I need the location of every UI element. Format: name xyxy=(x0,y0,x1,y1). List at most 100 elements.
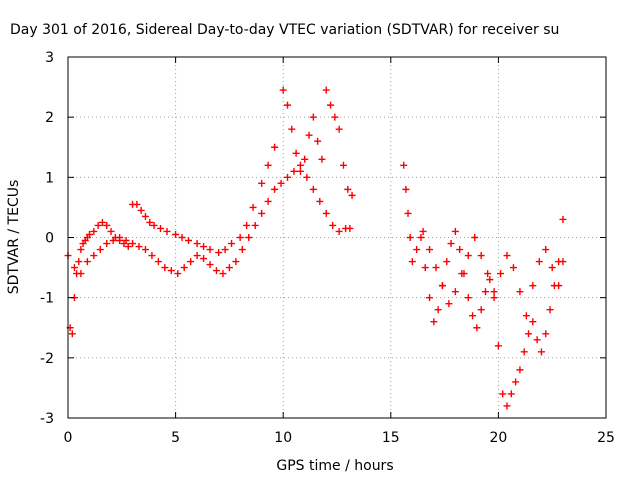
data-point xyxy=(161,264,169,272)
series-2 xyxy=(400,161,567,410)
y-tick-label: -1 xyxy=(40,291,54,307)
y-axis-label: SDTVAR / TECUs xyxy=(6,180,22,295)
data-point xyxy=(348,191,356,199)
data-point xyxy=(443,258,451,266)
data-point xyxy=(124,243,132,251)
data-point xyxy=(494,342,502,350)
data-point xyxy=(426,246,434,254)
data-point xyxy=(316,197,324,205)
data-point xyxy=(146,218,154,226)
data-point xyxy=(447,240,455,248)
data-point xyxy=(174,270,182,278)
data-point xyxy=(96,246,104,254)
data-point xyxy=(303,173,311,181)
x-tick-label: 15 xyxy=(382,430,400,446)
chart-title: Day 301 of 2016, Sidereal Day-to-day VTE… xyxy=(10,22,559,38)
x-tick-label: 5 xyxy=(171,430,180,446)
y-tick-label: 2 xyxy=(45,110,54,126)
data-point xyxy=(284,173,292,181)
data-point xyxy=(426,294,434,302)
data-point xyxy=(290,167,298,175)
data-point xyxy=(251,221,259,229)
data-point xyxy=(75,258,83,266)
data-point xyxy=(456,246,464,254)
data-point xyxy=(225,264,233,272)
data-point xyxy=(346,224,354,232)
y-tick-label: -2 xyxy=(40,351,54,367)
data-point xyxy=(133,200,141,208)
data-point xyxy=(157,224,165,232)
data-point xyxy=(232,258,240,266)
series-3 xyxy=(419,227,567,320)
data-point xyxy=(481,288,489,296)
data-point xyxy=(430,318,438,326)
data-point xyxy=(206,261,214,269)
data-point xyxy=(77,246,85,254)
data-point xyxy=(271,185,279,193)
data-point xyxy=(219,270,227,278)
data-point xyxy=(200,243,208,251)
data-point xyxy=(94,221,102,229)
data-point xyxy=(400,161,408,169)
data-point xyxy=(421,264,429,272)
data-point xyxy=(249,203,257,211)
data-point xyxy=(520,348,528,356)
x-axis-label: GPS time / hours xyxy=(276,458,393,474)
data-point xyxy=(212,267,220,275)
data-point xyxy=(408,258,416,266)
data-point xyxy=(522,312,530,320)
data-point xyxy=(178,234,186,241)
x-tick-label: 0 xyxy=(64,430,73,446)
y-tick-label: 0 xyxy=(45,231,54,247)
data-point xyxy=(141,246,149,254)
data-point xyxy=(154,258,162,266)
data-point xyxy=(512,378,520,386)
data-point xyxy=(438,282,446,290)
y-tick-label: 3 xyxy=(45,50,54,66)
data-point xyxy=(187,258,195,266)
x-tick-label: 20 xyxy=(489,430,507,446)
data-point xyxy=(180,264,188,272)
data-point xyxy=(258,179,266,187)
data-point xyxy=(90,252,98,260)
data-point xyxy=(503,252,511,260)
data-point xyxy=(509,264,517,272)
data-point xyxy=(292,149,300,157)
data-point xyxy=(322,86,330,94)
data-point xyxy=(279,86,287,94)
data-point xyxy=(137,206,145,214)
grid xyxy=(68,57,606,418)
data-point xyxy=(417,234,425,241)
data-point xyxy=(445,300,453,308)
data-point xyxy=(70,264,78,272)
data-point xyxy=(277,179,285,187)
data-point xyxy=(434,306,442,314)
series-0 xyxy=(64,86,356,338)
data-point xyxy=(542,246,550,254)
data-point xyxy=(559,215,567,223)
data-point xyxy=(499,390,507,398)
data-point xyxy=(238,246,246,254)
data-point xyxy=(206,246,214,254)
data-point xyxy=(469,312,477,320)
axis-ticks: 0 5 10 15 20 25 -3 -2 -1 0 1 2 3 xyxy=(40,50,615,446)
data-point xyxy=(451,227,459,235)
data-point xyxy=(228,240,236,248)
data-point xyxy=(402,185,410,193)
series-1 xyxy=(70,161,354,278)
data-point xyxy=(296,167,304,175)
data-point xyxy=(537,348,545,356)
data-point xyxy=(314,137,322,145)
data-point xyxy=(301,155,309,163)
data-point xyxy=(477,306,485,314)
data-point xyxy=(193,240,201,248)
data-point xyxy=(305,131,313,139)
data-point xyxy=(555,282,563,290)
data-point xyxy=(329,221,337,229)
data-point xyxy=(486,276,494,284)
data-point xyxy=(548,264,556,272)
data-point xyxy=(335,125,343,133)
data-point xyxy=(473,324,481,332)
data-point xyxy=(484,270,492,278)
x-tick-label: 10 xyxy=(274,430,292,446)
